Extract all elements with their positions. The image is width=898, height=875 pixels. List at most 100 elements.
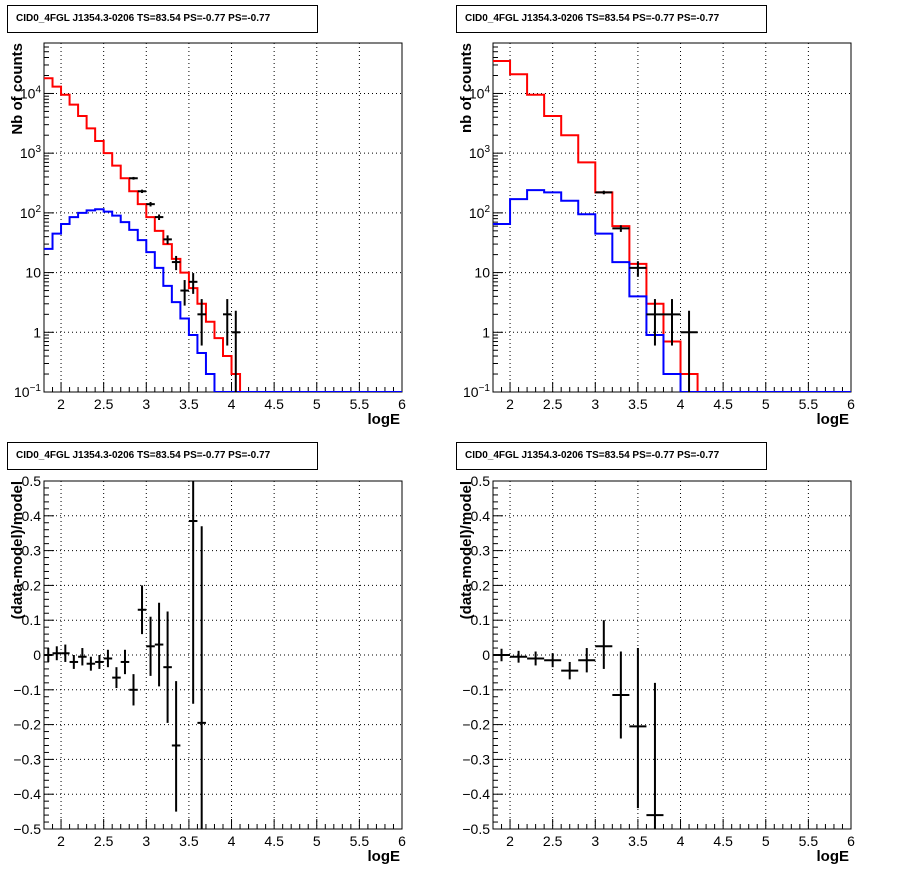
data-point (44, 648, 53, 662)
x-tick-label: 6 (398, 833, 406, 849)
x-tick-label: 2 (506, 396, 514, 412)
y-tick-label: 0.5 (22, 473, 42, 489)
x-tick-label: 5 (313, 396, 321, 412)
x-tick-label: 2.5 (94, 396, 114, 412)
x-tick-label: 3.5 (179, 396, 199, 412)
data-point (629, 261, 647, 277)
x-tick-label: 6 (847, 833, 855, 849)
y-tick-label: 0.4 (22, 508, 42, 524)
x-tick-label: 3 (142, 396, 150, 412)
data-point (154, 602, 164, 687)
axis-ticks (492, 42, 852, 393)
x-axis-title: logE (817, 848, 850, 865)
grid (44, 481, 402, 829)
x-tick-label: 3 (591, 833, 599, 849)
plot-area (44, 481, 206, 829)
x-tick-label: 4 (677, 833, 685, 849)
x-tick-label: 2.5 (94, 833, 114, 849)
x-tick-label: 6 (398, 396, 406, 412)
x-tick-label: 3 (142, 833, 150, 849)
data-point (544, 653, 562, 668)
x-tick-label: 6 (847, 396, 855, 412)
data-point (188, 481, 198, 704)
data-point (146, 202, 155, 207)
y-tick-label: 103 (20, 144, 42, 161)
data-point (112, 667, 121, 689)
data-point (61, 644, 70, 662)
y-tick-label: 10 (25, 265, 41, 281)
x-tick-label: 2 (506, 833, 514, 849)
x-tick-label: 4 (228, 396, 236, 412)
x-tick-label: 2 (57, 833, 65, 849)
panel-1-title: CID0_4FGL J1354.3-0206 TS=83.54 PS=-0.77… (7, 5, 318, 33)
x-axis-title: logE (368, 848, 401, 865)
x-tick-label: 5.5 (799, 396, 819, 412)
y-tick-label: 0.2 (22, 577, 42, 593)
data-point (223, 299, 232, 346)
x-tick-label: 2 (57, 396, 65, 412)
data-point (171, 681, 181, 812)
x-tick-label: 5.5 (350, 833, 370, 849)
plot-area (493, 59, 851, 392)
data-point (129, 176, 138, 180)
x-axis-title: logE (368, 411, 401, 428)
y-tick-label: −0.4 (13, 786, 41, 802)
y-tick-label: 0.2 (471, 577, 491, 593)
data-point (163, 235, 172, 245)
plot-area (44, 77, 402, 392)
data-point (171, 255, 181, 271)
data-point (197, 299, 206, 346)
data-point (137, 189, 147, 194)
x-tick-label: 4.5 (264, 833, 284, 849)
y-tick-label: 0 (33, 647, 41, 663)
panel-2-title: CID0_4FGL J1354.3-0206 TS=83.54 PS=-0.77… (456, 5, 767, 33)
histogram-red (44, 77, 402, 392)
y-axis-title: nb of counts (458, 43, 475, 133)
data-point (646, 299, 664, 346)
y-tick-label: −0.5 (462, 821, 490, 837)
panel-2: 2 2.5 3 3.5 4 4.5 5 5.5 6 10−1 1 10 102 103 104 logE nb … (458, 42, 855, 428)
data-point (129, 674, 138, 706)
y-tick-label: 0.1 (22, 612, 42, 628)
y-tick-label: −0.3 (13, 751, 41, 767)
data-point (86, 656, 96, 671)
data-point (163, 611, 172, 723)
y-tick-label: −0.1 (462, 682, 490, 698)
x-tick-label: 5 (762, 833, 770, 849)
data-point (680, 310, 698, 392)
y-tick-label: 102 (469, 204, 491, 221)
data-point (595, 620, 613, 669)
x-tick-label: 3.5 (628, 396, 648, 412)
x-tick-label: 2.5 (543, 396, 563, 412)
data-point (612, 225, 630, 232)
y-tick-label: −0.1 (13, 682, 41, 698)
panel-3-title: CID0_4FGL J1354.3-0206 TS=83.54 PS=-0.77… (7, 442, 318, 470)
data-point (78, 648, 87, 666)
axis-ticks (492, 480, 852, 830)
x-tick-label: 4.5 (264, 396, 284, 412)
histogram-blue (44, 208, 402, 392)
x-tick-label: 3 (591, 396, 599, 412)
x-tick-label: 4.5 (713, 396, 733, 412)
y-tick-label: 0.4 (471, 508, 491, 524)
x-tick-label: 5 (762, 396, 770, 412)
y-tick-label: −0.5 (13, 821, 41, 837)
y-tick-label: −0.4 (462, 786, 490, 802)
x-tick-label: 4.5 (713, 833, 733, 849)
y-tick-label: 10 (474, 265, 490, 281)
y-tick-label: 0.1 (471, 612, 491, 628)
x-tick-label: 3.5 (179, 833, 199, 849)
x-tick-label: 2.5 (543, 833, 563, 849)
x-tick-label: 5 (313, 833, 321, 849)
data-point (629, 648, 647, 809)
data-point (180, 280, 189, 306)
data-point (69, 655, 79, 669)
x-tick-label: 4 (228, 833, 236, 849)
y-tick-label: 0.3 (471, 543, 491, 559)
y-tick-label: −0.3 (462, 751, 490, 767)
y-tick-label: 104 (469, 84, 491, 101)
data-point (197, 526, 206, 829)
histogram-blue (493, 189, 851, 392)
y-tick-label: 1 (33, 324, 41, 340)
y-tick-label: 0 (482, 647, 490, 663)
